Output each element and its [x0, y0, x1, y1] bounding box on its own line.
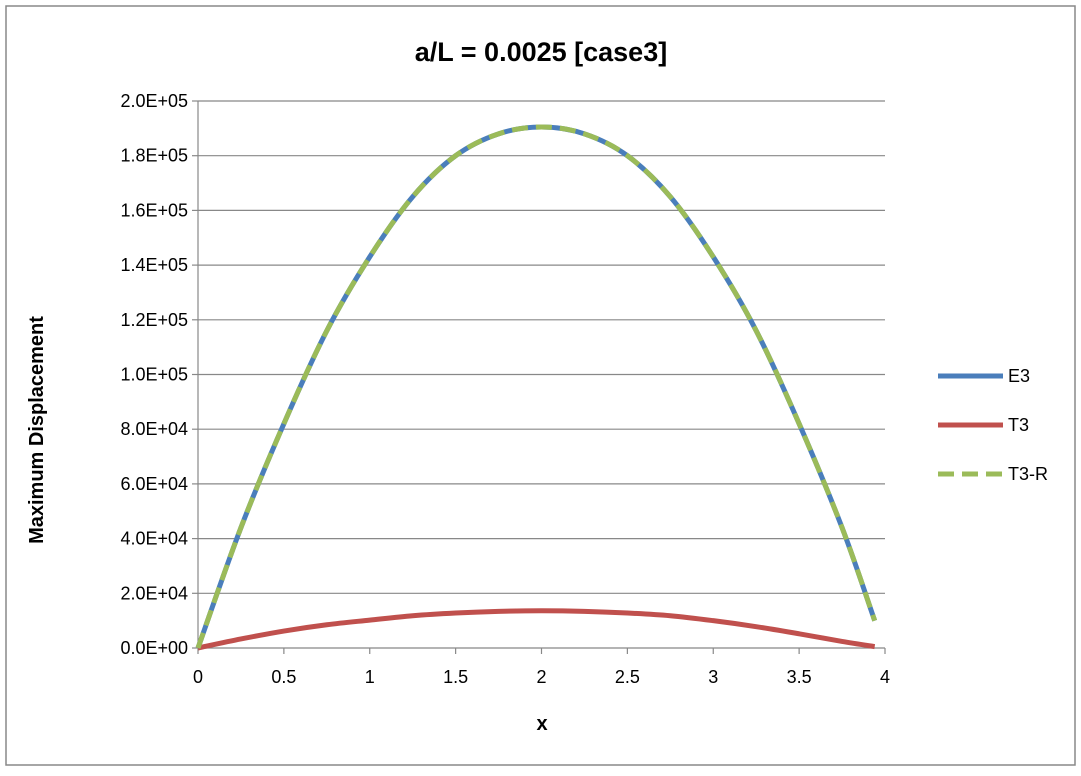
- y-tick-label: 1.0E+05: [120, 365, 188, 385]
- legend-label: T3-R: [1008, 464, 1048, 484]
- x-tick-label: 1: [365, 667, 375, 687]
- legend: E3 T3 T3-R: [938, 366, 1048, 484]
- x-tick-label: 1.5: [443, 667, 468, 687]
- y-tick-label: 0.0E+00: [120, 638, 188, 658]
- y-tick-label: 1.2E+05: [120, 310, 188, 330]
- legend-label: E3: [1008, 366, 1030, 386]
- x-tick-label: 2.5: [615, 667, 640, 687]
- x-tick-labels: 0 0.5 1 1.5 2 2.5 3 3.5 4: [193, 667, 890, 687]
- x-tick-label: 3: [708, 667, 718, 687]
- x-tick-label: 0: [193, 667, 203, 687]
- chart-title: a/L = 0.0025 [case3]: [415, 37, 667, 67]
- legend-label: T3: [1008, 415, 1029, 435]
- series-lines: [195, 124, 878, 651]
- y-tick-label: 6.0E+04: [120, 474, 188, 494]
- series-line-t3: [197, 608, 876, 651]
- x-tick-label: 3.5: [787, 667, 812, 687]
- y-tick-label: 1.8E+05: [120, 146, 188, 166]
- gridlines: [198, 100, 885, 594]
- series-line-t3-r: [195, 124, 878, 649]
- legend-item-e3: E3: [938, 366, 1030, 386]
- axes: [192, 100, 886, 654]
- chart-border: [5, 5, 1076, 766]
- x-tick-label: 2: [536, 667, 546, 687]
- y-tick-label: 2.0E+05: [120, 91, 188, 111]
- y-tick-label: 4.0E+04: [120, 529, 188, 549]
- y-tick-label: 1.6E+05: [120, 200, 188, 220]
- legend-item-t3-r: T3-R: [938, 464, 1048, 484]
- x-tick-label: 0.5: [271, 667, 296, 687]
- y-tick-label: 1.4E+05: [120, 255, 188, 275]
- x-axis-title: x: [536, 713, 547, 735]
- y-tick-labels: 0.0E+00 2.0E+04 4.0E+04 6.0E+04 8.0E+04 1.0E+…: [120, 91, 188, 658]
- x-tick-label: 4: [880, 667, 890, 687]
- y-tick-label: 2.0E+04: [120, 583, 188, 603]
- legend-item-t3: T3: [938, 415, 1029, 435]
- y-tick-label: 8.0E+04: [120, 419, 188, 439]
- y-axis-title: Maximum Displacement: [26, 316, 48, 544]
